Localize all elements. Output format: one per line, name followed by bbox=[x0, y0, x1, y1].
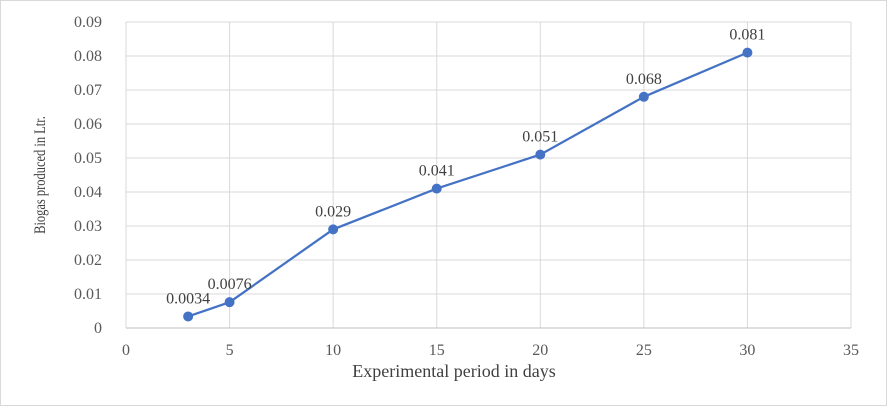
y-tick-label: 0.04 bbox=[74, 184, 102, 201]
data-label: 0.0076 bbox=[208, 276, 252, 293]
series-line bbox=[187, 51, 748, 318]
x-tick-label: 10 bbox=[325, 342, 341, 359]
y-tick-label: 0.09 bbox=[74, 14, 102, 31]
y-tick-label: 0.02 bbox=[74, 252, 102, 269]
y-axis-title: Biogas produced in Ltr. bbox=[32, 116, 50, 234]
y-tick-label: 0.03 bbox=[74, 218, 102, 235]
y-tick-label: 0 bbox=[94, 320, 102, 337]
gridlines bbox=[126, 21, 852, 328]
data-label: 0.029 bbox=[315, 203, 351, 220]
y-tick-label: 0.08 bbox=[74, 48, 102, 65]
data-point bbox=[638, 91, 649, 102]
data-label: 0.0034 bbox=[166, 290, 210, 307]
x-tick-label: 30 bbox=[739, 342, 755, 359]
y-tick-label: 0.07 bbox=[74, 82, 102, 99]
data-point bbox=[224, 297, 235, 308]
x-tick-label: 0 bbox=[122, 342, 130, 359]
data-label: 0.041 bbox=[419, 163, 455, 180]
x-tick-label: 35 bbox=[843, 342, 859, 359]
x-tick-label: 20 bbox=[532, 342, 548, 359]
data-point bbox=[742, 47, 753, 58]
x-tick-label: 15 bbox=[429, 342, 445, 359]
y-tick-label: 0.06 bbox=[74, 116, 102, 133]
y-tick-label: 0.01 bbox=[74, 286, 102, 303]
data-label: 0.068 bbox=[626, 71, 662, 88]
x-tick-label: 5 bbox=[226, 342, 234, 359]
data-point bbox=[183, 311, 194, 322]
data-point bbox=[431, 183, 442, 194]
data-label: 0.081 bbox=[729, 27, 765, 44]
axes: 0 0.01 0.02 0.03 0.04 0.05 0.06 0.07 0.08 0.09 0 5 1… bbox=[74, 14, 859, 359]
data-point bbox=[328, 224, 339, 235]
x-axis-title: Experimental period in days bbox=[352, 361, 555, 381]
data-label: 0.051 bbox=[522, 129, 558, 146]
x-tick-label: 25 bbox=[636, 342, 652, 359]
y-tick-label: 0.05 bbox=[74, 150, 102, 167]
data-point bbox=[535, 149, 546, 160]
